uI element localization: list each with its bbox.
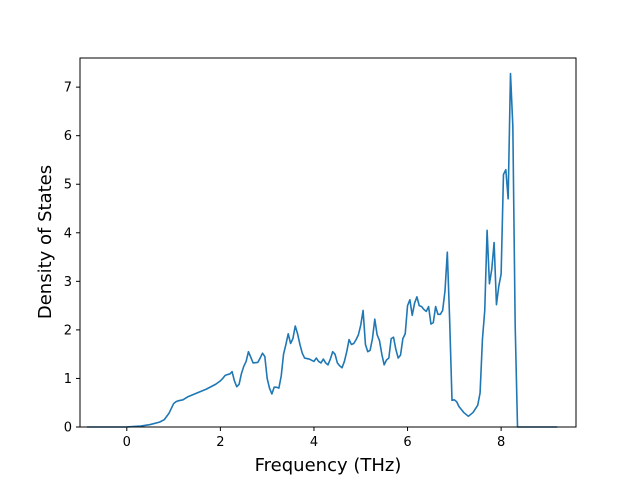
x-axis-label: Frequency (THz): [255, 455, 402, 476]
x-axis-ticks: 0 2 4 6 8: [123, 427, 505, 450]
y-tick-label: 1: [64, 372, 72, 387]
y-tick-label: 2: [64, 323, 72, 338]
y-tick-label: 7: [64, 81, 72, 96]
y-axis-label: Density of States: [35, 165, 56, 319]
series-line: [87, 72, 558, 428]
y-tick-label: 3: [64, 275, 72, 290]
x-tick-label: 8: [497, 435, 505, 450]
y-tick-label: 4: [64, 226, 72, 241]
x-tick-label: 2: [216, 435, 224, 450]
plot-frame: [79, 57, 577, 428]
x-tick-label: 6: [403, 435, 411, 450]
y-tick-label: 0: [64, 421, 72, 436]
y-tick-label: 6: [64, 129, 72, 144]
x-tick-label: 0: [123, 435, 131, 450]
y-axis-ticks: 0 1 2 3 4 5 6 7: [64, 81, 80, 436]
x-tick-label: 4: [310, 435, 318, 450]
y-tick-label: 5: [64, 178, 72, 193]
